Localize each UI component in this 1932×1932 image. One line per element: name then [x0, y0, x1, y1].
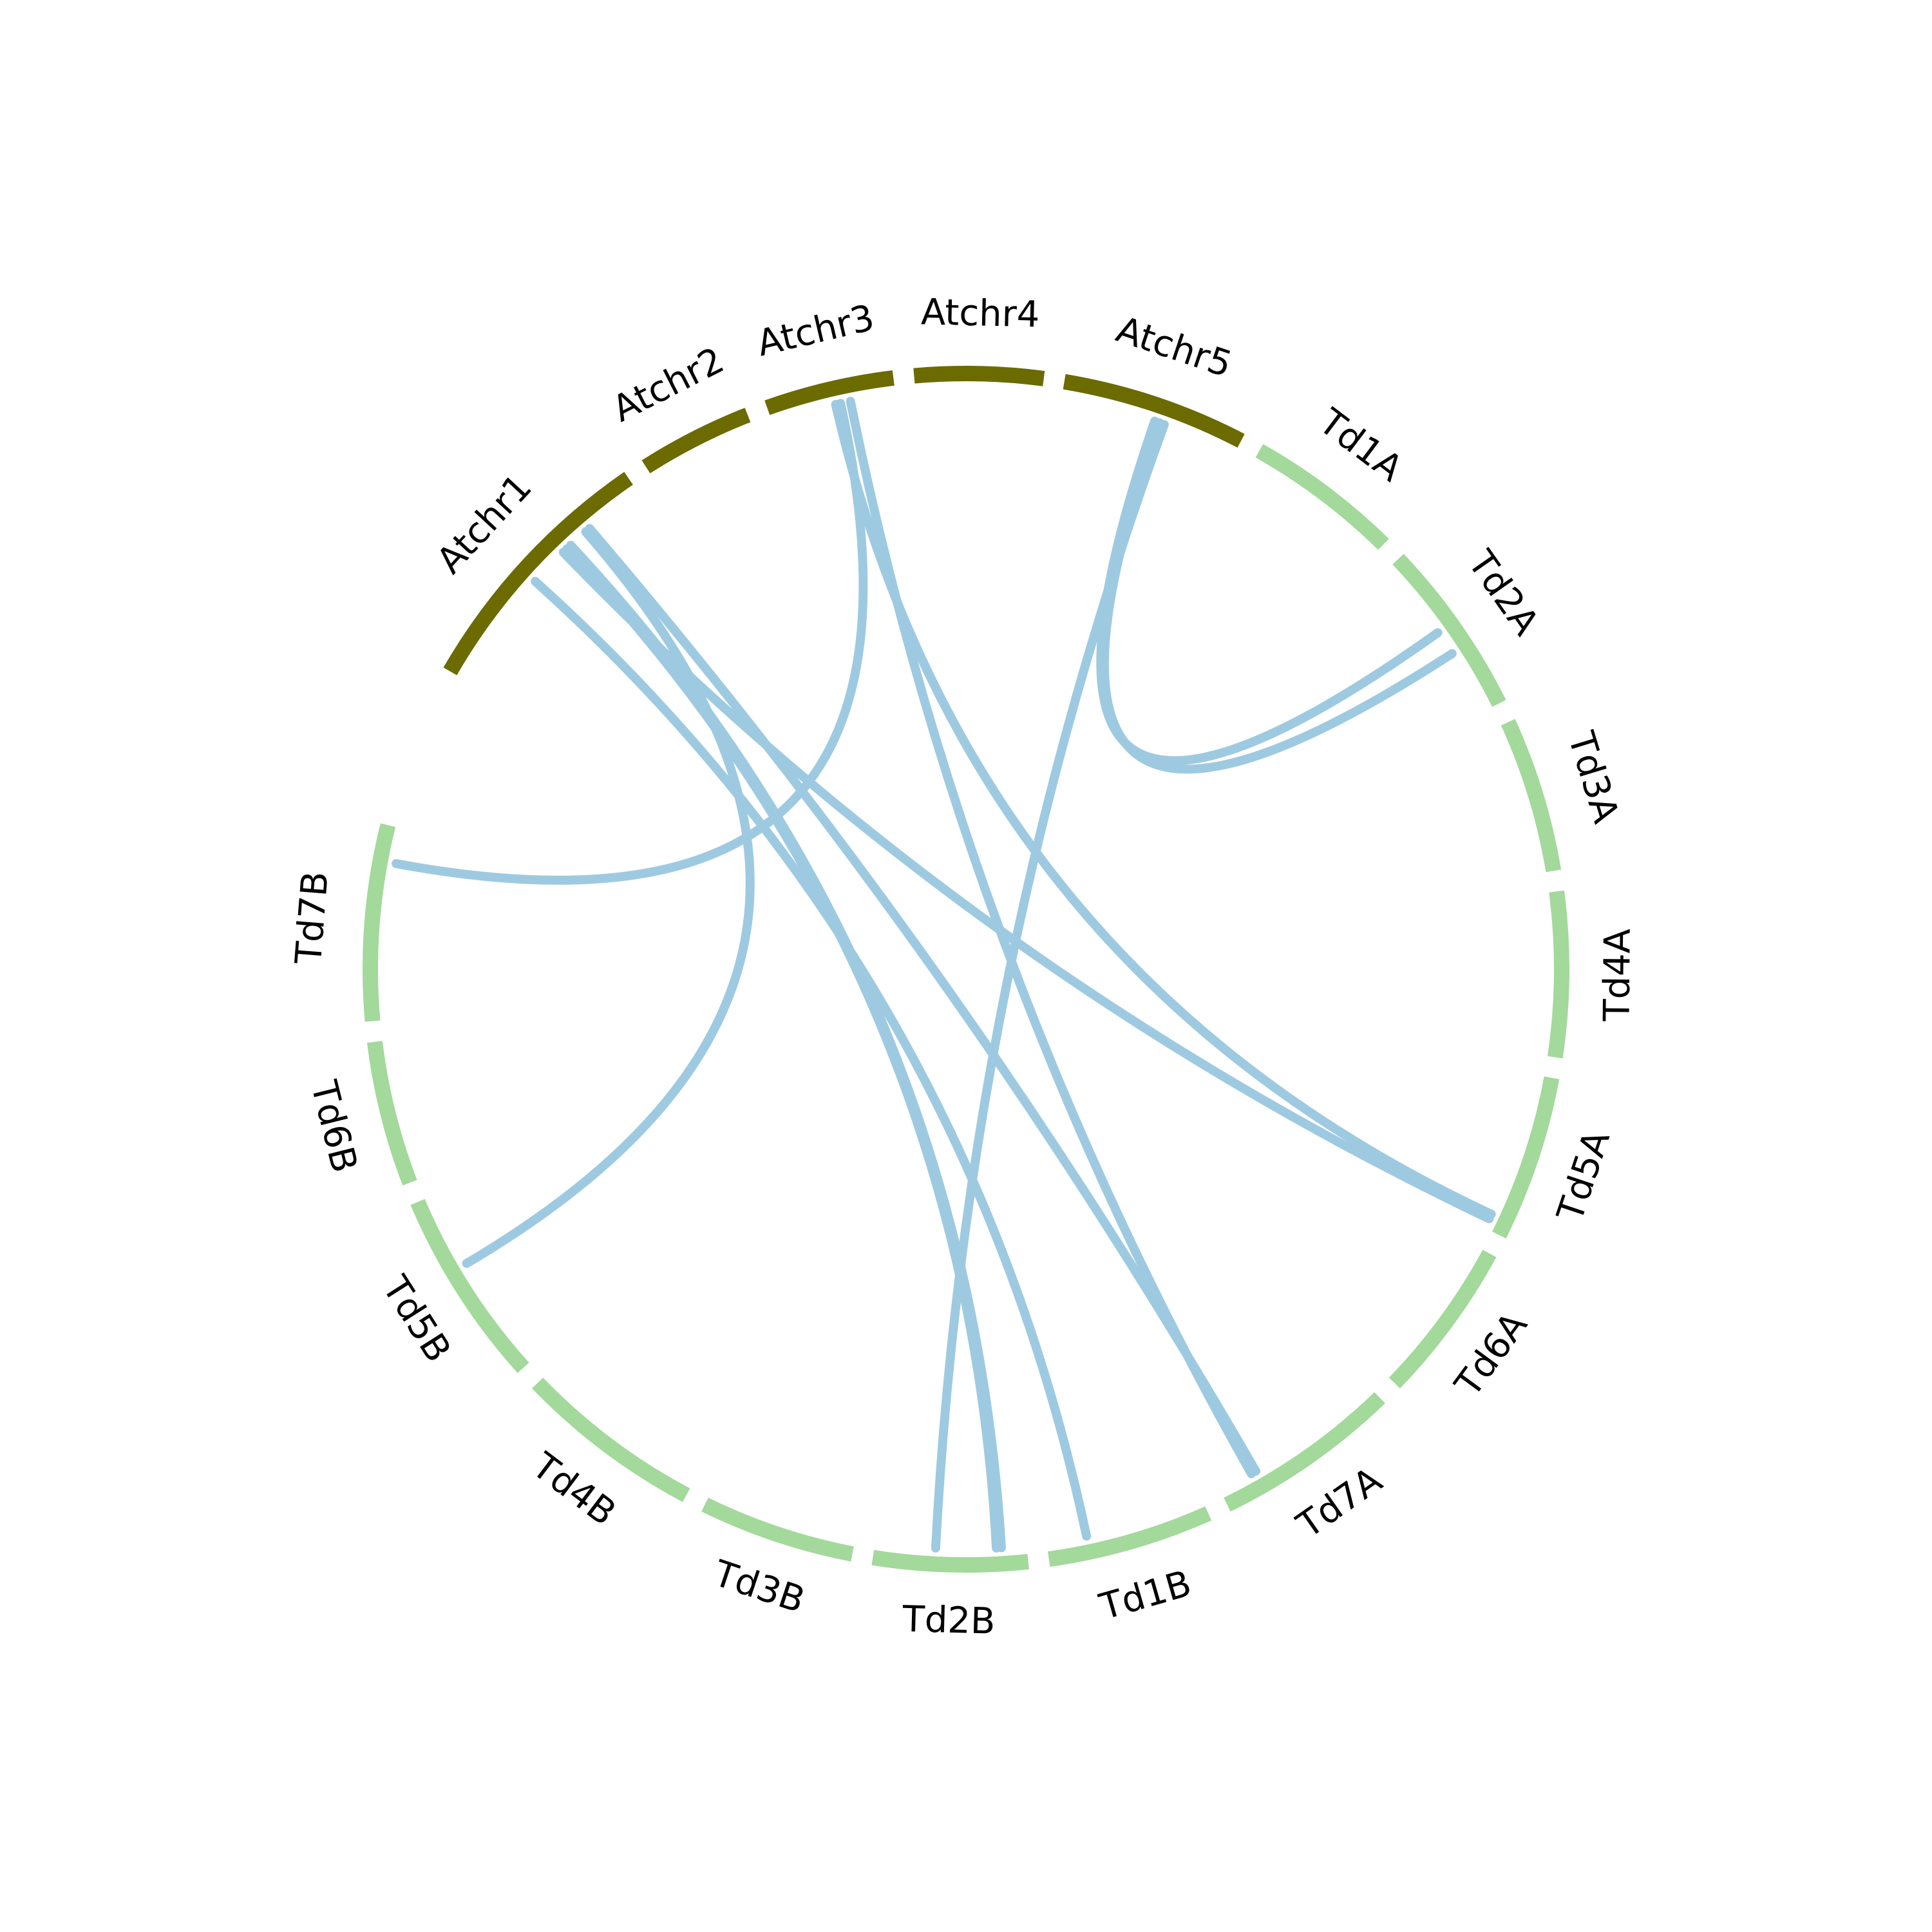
chromosome-label-td6a: Td6A: [1447, 1305, 1536, 1405]
synteny-link-atchr5-td2a: [1099, 418, 1457, 774]
chromosome-label-td2a: Td2A: [1459, 543, 1547, 643]
chromosome-label-td6b: Td6B: [302, 1076, 365, 1177]
chromosome-label-atchr2: Atchr2: [606, 339, 731, 431]
synteny-link-atchr1-td2b: [562, 544, 1001, 1553]
synteny-link-atchr1-td5b: [462, 527, 755, 1268]
chromosome-label-atchr3: Atchr3: [753, 297, 878, 365]
chromosome-label-td1b: Td1B: [1095, 1562, 1196, 1628]
chromosome-label-td3a: Td3A: [1559, 726, 1626, 828]
synteny-link-atchr5-td2b: [931, 420, 1169, 1553]
chromosome-label-td5b: Td5B: [374, 1269, 459, 1370]
chromosome-ideograms: [363, 366, 1569, 1573]
chromosome-label-td1a: Td1A: [1311, 401, 1410, 490]
synteny-link-atchr1-td2b: [566, 540, 1006, 1553]
chromosome-arc-td4b: [531, 1378, 690, 1502]
chromosome-label-td5a: Td5A: [1549, 1126, 1618, 1227]
chromosome-arc-td2a: [1392, 554, 1506, 707]
chromosome-arc-atchr5: [1063, 374, 1245, 448]
chromosome-label-td3b: Td3B: [708, 1552, 810, 1622]
chromosome-arc-td6b: [366, 1041, 417, 1186]
chromosome-arc-td3b: [701, 1497, 854, 1562]
synteny-link-atchr1-td1b: [585, 524, 1260, 1476]
chromosome-arc-td3a: [1501, 719, 1562, 873]
chromosome-arc-td5a: [1492, 1076, 1560, 1239]
chromosome-arc-atchr4: [913, 366, 1045, 386]
chromosome-label-td4b: Td4B: [524, 1444, 623, 1534]
chromosome-arc-td4a: [1547, 890, 1569, 1059]
synteny-link-atchr3-td7b: [392, 399, 868, 885]
chromosome-arc-td5b: [410, 1198, 529, 1373]
chromosome-label-td7b: Td7B: [288, 870, 337, 966]
chromosome-label-td4a: Td4A: [1596, 929, 1638, 1022]
synteny-link-atchr3-td5a: [831, 400, 1496, 1219]
synteny-link-atchr1-td1b: [531, 576, 1092, 1541]
chromosome-arc-td2b: [871, 1549, 1029, 1573]
chromosome-label-td2b: Td2B: [902, 1598, 996, 1643]
chromosome-arc-atchr1: [443, 471, 633, 676]
synteny-links: [392, 397, 1496, 1553]
chromosome-arc-atchr2: [641, 408, 751, 473]
chromosome-arc-td6a: [1388, 1249, 1497, 1388]
chromosome-arc-td1a: [1255, 444, 1389, 550]
chromosome-arc-td7b: [363, 823, 396, 1022]
chromosome-arc-td1b: [1048, 1506, 1212, 1567]
chromosome-label-atchr5: Atchr5: [1111, 308, 1236, 386]
chromosome-arc-atchr3: [764, 370, 895, 415]
chromosome-arc-td7a: [1224, 1392, 1385, 1512]
chromosome-label-atchr4: Atchr4: [920, 291, 1040, 336]
chromosome-label-td7a: Td7A: [1289, 1459, 1390, 1547]
